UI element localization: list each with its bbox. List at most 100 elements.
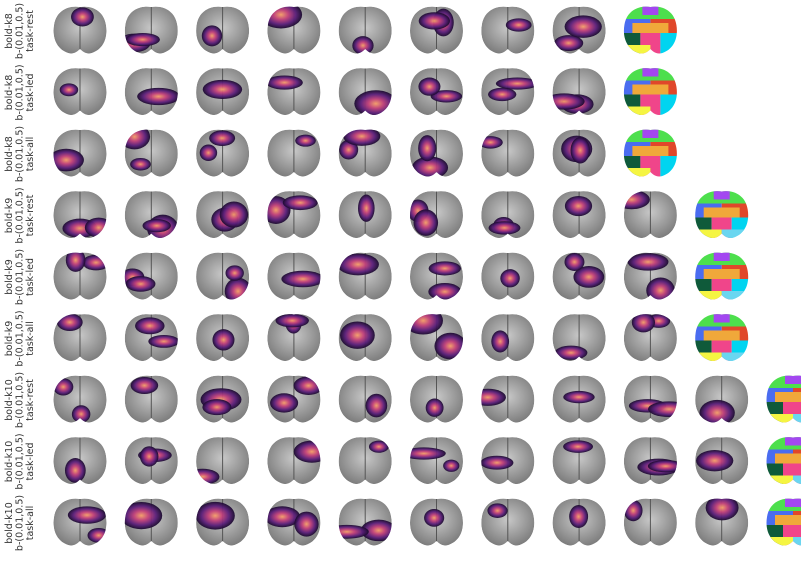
component-map [53,314,107,361]
activation [552,93,585,110]
parcel [642,68,659,77]
activation [500,269,520,288]
brain [267,191,321,238]
parcel [642,6,659,15]
brain [267,252,321,300]
component-map [196,68,250,115]
component-map [695,375,749,423]
component-map [552,191,606,238]
component-map [552,314,606,362]
activation [488,221,521,235]
component-map [267,437,321,484]
brain [481,375,535,423]
brain [338,129,392,177]
parcel [660,156,677,177]
activation [56,314,83,332]
component-map [53,437,107,484]
activation [418,135,437,162]
activation [631,314,656,333]
component-map [410,6,463,54]
activation [125,32,160,47]
brain [410,191,463,238]
row-label-line: b-(0.01,0.5) [15,372,26,428]
component-map [410,314,463,361]
activation [142,219,171,233]
component-map [552,6,606,54]
brain [481,191,535,238]
brain [410,68,463,115]
parcel [775,515,801,525]
brain [695,314,749,362]
component-map [53,375,107,423]
parcel [703,269,740,279]
component-map [481,437,535,484]
row-label-line: bold-k9 [4,198,15,234]
brain [338,314,392,361]
row-label-line: task-all [25,137,36,172]
brain [481,437,535,484]
parcel [703,207,740,218]
parcellation-map [766,498,801,546]
brain [410,129,463,177]
activation [488,87,517,102]
brain [623,191,677,238]
activation [139,446,159,467]
activation [564,252,585,271]
parcel [721,352,749,362]
activation [410,447,446,460]
activation [554,35,584,51]
brain [124,498,178,546]
brain [623,68,677,116]
component-map [53,252,107,300]
activation [282,195,318,211]
parcel [695,352,722,362]
row-label: bold-k9 b-(0.01,0.5) task-led [4,249,36,305]
brain [53,68,107,115]
component-map [196,314,250,362]
component-map [267,498,321,546]
brain [124,314,178,362]
brain [552,191,606,238]
activation [130,376,159,394]
component-map [53,191,107,238]
component-map [695,498,749,546]
row-label-line: task-all [25,321,36,356]
component-map [53,6,107,54]
activation [623,499,643,522]
brain [267,129,321,177]
component-map [267,6,321,54]
activation [338,524,369,539]
brain [124,375,178,423]
brain [766,375,801,423]
activation [487,503,508,518]
row-label-line: task-led [25,74,36,112]
component-map [267,68,321,115]
parcel [766,537,793,546]
parcellation-map [623,68,677,116]
activation [130,157,151,171]
brain [196,437,250,485]
activation [430,90,463,103]
activation [125,276,156,292]
brain [196,68,250,115]
component-map [124,314,178,362]
component-map [695,437,749,485]
brain [196,191,250,238]
brain [267,498,321,546]
parcel [785,375,801,384]
component-map [338,68,392,116]
brain [53,6,107,54]
activation [275,314,309,328]
parcel [793,537,801,546]
activation [295,134,316,147]
parcellation-map [766,375,801,423]
brain [623,314,677,362]
brain [766,498,801,546]
activation [338,253,379,276]
activation [564,15,602,38]
brain [410,375,463,423]
brain [623,6,677,54]
row-label: bold-k10 b-(0.01,0.5) task-led [4,433,36,489]
component-map [124,191,178,239]
parcel [623,45,651,54]
